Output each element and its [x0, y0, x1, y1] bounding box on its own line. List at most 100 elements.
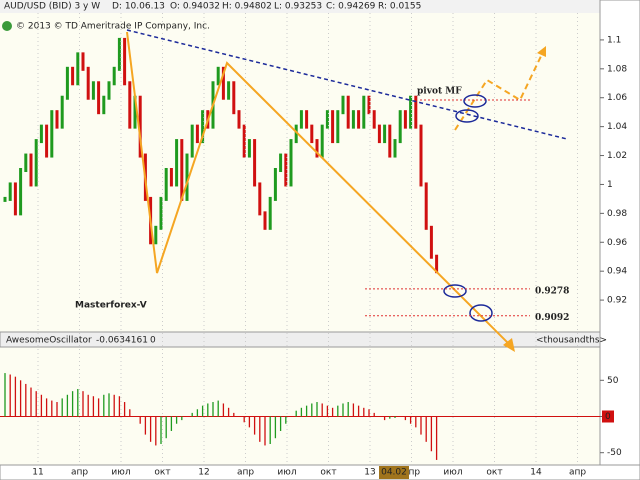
x-tick-label: 13 — [364, 468, 375, 478]
trend-line — [126, 29, 568, 140]
y-tick-label: 0.92 — [607, 296, 627, 306]
time-axis-area — [0, 464, 640, 480]
x-tick-label: апр — [71, 468, 88, 478]
y-tick-label: 1.06 — [607, 93, 627, 103]
candle — [117, 37, 121, 71]
candle — [414, 95, 418, 129]
symbol: AUD/USD (BID) 3 y W — [4, 2, 100, 12]
candle — [216, 66, 220, 86]
arrow-head — [537, 46, 546, 57]
candle — [180, 139, 184, 201]
header-field: R: 0.0155 — [378, 2, 421, 12]
candle — [388, 124, 392, 158]
candle — [39, 124, 43, 144]
candle — [383, 124, 387, 144]
candle — [112, 66, 116, 86]
candle — [97, 81, 101, 115]
x-tick-label: июл — [443, 468, 462, 478]
header-field: D: 10.06.13 — [112, 2, 165, 12]
candle — [263, 211, 267, 230]
info-icon[interactable] — [2, 21, 12, 31]
time-marker — [379, 466, 409, 479]
highlight — [463, 94, 487, 108]
level-label: 0.9092 — [535, 313, 569, 323]
candle — [362, 95, 366, 129]
copyright: © 2013 © TD Ameritrade IP Company, Inc. — [16, 22, 210, 32]
candle — [273, 168, 277, 201]
highlight — [455, 109, 479, 123]
candle — [91, 81, 95, 100]
candle — [71, 66, 75, 86]
candle — [169, 168, 173, 187]
candle — [299, 110, 303, 129]
x-tick-label: 12 — [198, 468, 209, 478]
y-tick-label: 0.98 — [607, 209, 627, 219]
x-tick-label: апр — [569, 468, 586, 478]
candle — [336, 110, 340, 144]
candle — [237, 110, 241, 129]
annotations — [126, 29, 568, 352]
candle — [331, 110, 335, 144]
candle — [164, 168, 168, 201]
y-tick-label: -50 — [607, 448, 622, 458]
candle — [341, 95, 345, 115]
candle — [185, 153, 189, 201]
header-field: L: 0.93253 — [274, 2, 322, 12]
candle — [294, 124, 298, 144]
forecast-line — [454, 51, 544, 131]
candle — [357, 110, 361, 129]
candle — [289, 139, 293, 187]
header-field: O: 0.94032 — [170, 2, 220, 12]
candle — [351, 110, 355, 129]
candle — [403, 110, 407, 129]
candle — [86, 66, 90, 100]
candle — [305, 110, 309, 129]
wave-line — [126, 31, 511, 346]
candle — [195, 124, 199, 144]
pivot-label: pivot MF — [417, 87, 462, 97]
candle — [19, 168, 23, 216]
highlight — [469, 304, 493, 322]
candle — [133, 95, 137, 129]
candle — [424, 182, 428, 230]
candle — [253, 139, 257, 187]
x-tick-label: апр — [237, 468, 254, 478]
header-field: H: 0.94802 — [222, 2, 272, 12]
candle — [377, 124, 381, 144]
candle — [367, 95, 371, 115]
y-tick-label: 50 — [607, 376, 619, 386]
candle — [34, 139, 38, 187]
candle — [315, 139, 319, 158]
header-field: C: 0.94269 — [326, 2, 376, 12]
arrow-head — [503, 338, 515, 352]
candle — [284, 153, 288, 187]
candle — [50, 110, 54, 158]
candle — [398, 110, 402, 144]
price-axis-area — [599, 0, 640, 480]
indicator-header — [0, 331, 601, 348]
candle — [107, 81, 111, 100]
candle — [65, 66, 69, 100]
y-tick-label: 1.02 — [607, 151, 627, 161]
candle — [268, 196, 272, 230]
candle — [201, 110, 205, 144]
y-tick-label: 1.1 — [607, 35, 621, 45]
x-tick-label: окт — [154, 468, 170, 478]
y-tick-label: 0.96 — [607, 238, 627, 248]
zero-marker — [602, 410, 614, 423]
candle — [175, 139, 179, 187]
x-tick-label: апр — [403, 468, 420, 478]
unit-label: <thousandths> — [536, 336, 607, 346]
candle — [3, 196, 7, 202]
candle — [24, 153, 28, 172]
y-tick-label: 1 — [607, 180, 613, 190]
candle — [242, 124, 246, 158]
candle — [159, 196, 163, 230]
x-tick-label: окт — [486, 468, 502, 478]
candle — [29, 153, 33, 187]
candle — [429, 225, 433, 259]
candle — [372, 110, 376, 129]
candle — [138, 95, 142, 158]
